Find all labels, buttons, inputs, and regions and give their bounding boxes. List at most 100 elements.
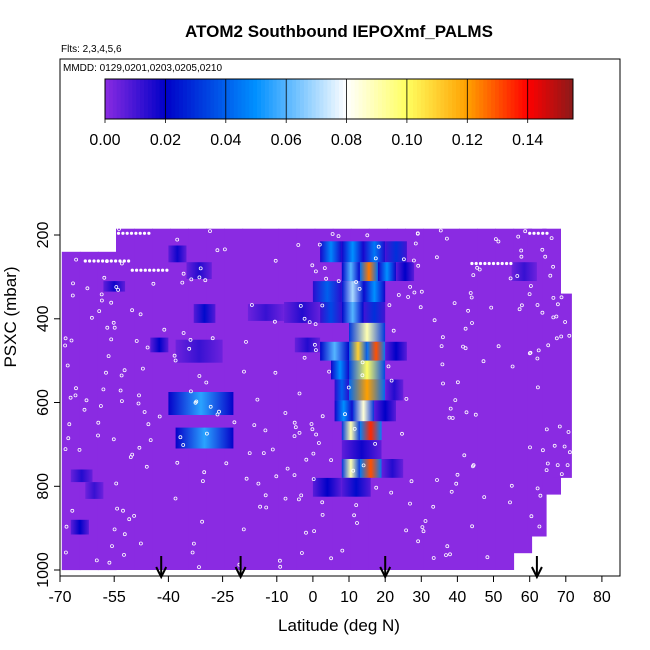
sample-marker xyxy=(292,420,297,425)
sample-marker xyxy=(538,493,543,498)
data-cell xyxy=(374,400,396,422)
sample-marker xyxy=(256,481,261,486)
colorbar-swatch xyxy=(296,79,301,119)
x-tick-label: -70 xyxy=(48,589,71,606)
colorbar-swatch xyxy=(311,79,317,119)
track-marker xyxy=(112,231,116,235)
sample-marker xyxy=(566,430,571,434)
sample-marker xyxy=(320,414,325,419)
sample-marker xyxy=(418,305,423,310)
x-tick-label: -25 xyxy=(211,589,234,606)
track-marker xyxy=(118,259,122,263)
sample-marker xyxy=(274,474,279,479)
data-cell xyxy=(331,360,350,380)
sample-marker xyxy=(73,393,78,398)
sample-marker xyxy=(415,231,420,236)
sample-marker xyxy=(535,356,540,361)
sample-marker xyxy=(261,451,266,456)
sample-marker xyxy=(408,501,412,506)
sample-marker xyxy=(441,381,445,386)
track-marker xyxy=(483,261,487,266)
sample-marker xyxy=(493,237,498,242)
sample-marker xyxy=(352,513,357,518)
sample-marker xyxy=(329,556,334,561)
track-marker xyxy=(500,261,504,266)
sample-marker xyxy=(314,432,319,437)
colorbar-tick-label: 0.04 xyxy=(210,132,241,149)
sample-marker xyxy=(455,380,460,385)
colorbar-swatch xyxy=(218,79,223,119)
sample-marker xyxy=(204,380,209,385)
sample-marker xyxy=(67,422,72,427)
sample-marker xyxy=(193,400,198,405)
sample-marker xyxy=(188,389,193,394)
data-cell xyxy=(352,400,375,422)
sample-marker xyxy=(130,308,135,313)
colorbar-swatch xyxy=(335,79,340,119)
sample-marker xyxy=(263,493,268,498)
sample-marker xyxy=(77,447,82,452)
data-layer xyxy=(61,227,572,580)
sample-marker xyxy=(536,348,541,353)
data-cell xyxy=(341,477,371,497)
sample-marker xyxy=(132,514,137,518)
colorbar-swatch xyxy=(436,79,441,119)
track-marker xyxy=(135,268,139,272)
sample-marker xyxy=(473,412,478,417)
sample-marker xyxy=(84,398,89,403)
y-tick-label: 200 xyxy=(35,222,52,249)
sample-marker xyxy=(527,292,532,297)
sample-marker xyxy=(420,525,425,529)
colorbar-swatch xyxy=(307,79,313,119)
colorbar-swatch xyxy=(303,79,309,119)
sample-marker xyxy=(208,229,212,234)
data-cell xyxy=(341,459,360,478)
sample-marker xyxy=(317,242,322,247)
data-cell xyxy=(312,477,342,497)
colorbar-swatch xyxy=(346,79,352,119)
sample-marker xyxy=(463,326,468,331)
sample-marker xyxy=(151,281,156,286)
sample-marker xyxy=(197,565,201,569)
sample-marker xyxy=(180,280,185,285)
sample-marker xyxy=(528,445,532,450)
sample-marker xyxy=(546,343,551,348)
sample-marker xyxy=(217,409,221,414)
sample-marker xyxy=(559,295,564,300)
colorbar-swatch xyxy=(136,79,141,119)
sample-marker xyxy=(311,477,316,482)
track-marker xyxy=(528,231,532,235)
sample-marker xyxy=(296,497,301,502)
x-tick-label: -55 xyxy=(103,589,126,606)
sample-marker xyxy=(310,263,315,268)
track-marker xyxy=(88,259,92,263)
colorbar-swatch xyxy=(233,79,239,119)
sample-marker xyxy=(355,521,359,525)
sample-marker xyxy=(264,505,269,510)
background-column xyxy=(527,228,547,537)
sample-marker xyxy=(413,241,418,246)
background-column xyxy=(477,228,496,570)
sample-marker xyxy=(247,451,252,456)
track-marker xyxy=(125,231,129,235)
data-cell xyxy=(349,360,386,380)
colorbar-swatch xyxy=(128,79,133,119)
sample-marker xyxy=(557,424,562,429)
sample-marker xyxy=(447,415,452,420)
sample-marker xyxy=(387,303,392,308)
sample-marker xyxy=(112,527,117,532)
colorbar-swatch xyxy=(428,79,434,119)
colorbar-swatch xyxy=(175,79,180,119)
sample-marker xyxy=(376,244,381,249)
sample-marker xyxy=(299,493,304,498)
sample-marker xyxy=(320,303,325,308)
colorbar-swatch xyxy=(206,79,211,119)
sample-marker xyxy=(114,285,119,289)
colorbar-swatch xyxy=(339,79,344,119)
sample-marker xyxy=(146,422,151,427)
sample-marker xyxy=(210,336,215,341)
colorbar-swatch xyxy=(120,79,125,119)
sample-marker xyxy=(101,387,106,392)
x-tick-label: 0 xyxy=(308,589,317,606)
